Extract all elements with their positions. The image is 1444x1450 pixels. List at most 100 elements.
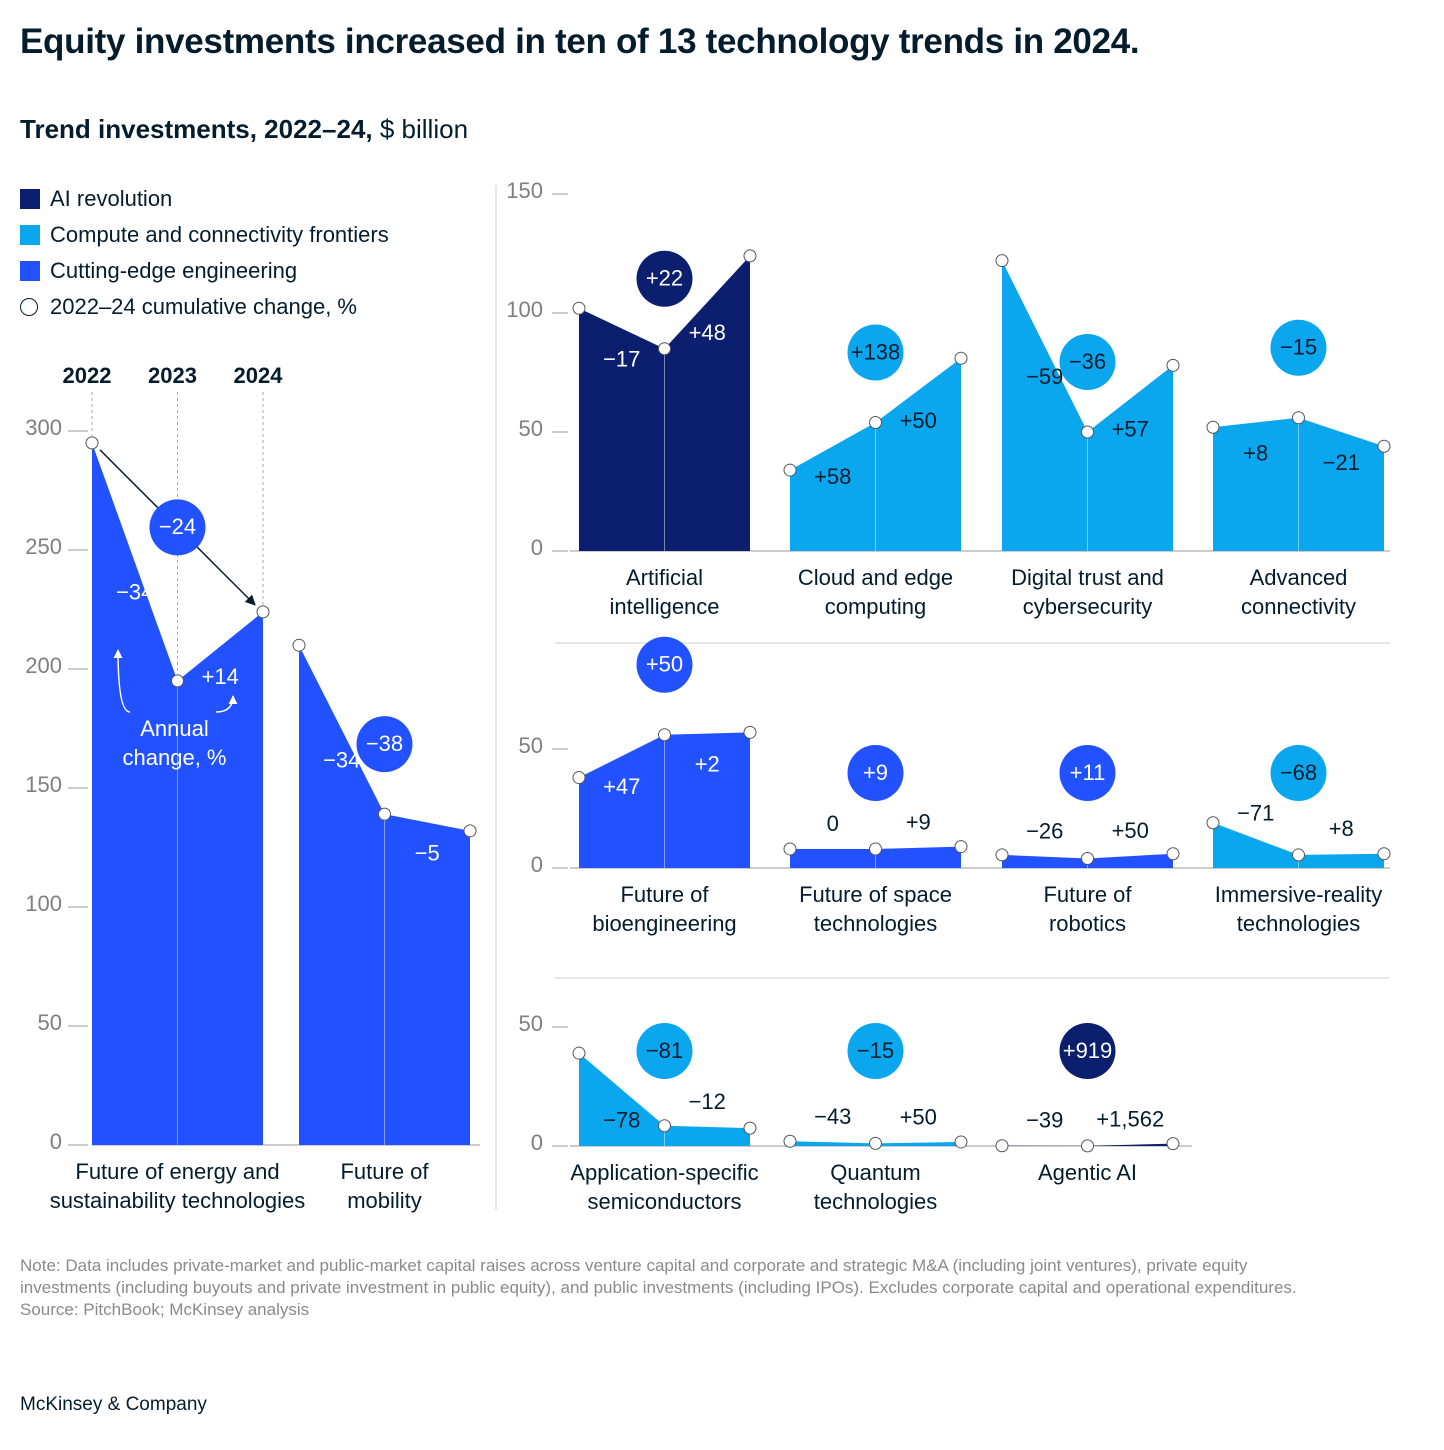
source: Source: PitchBook; McKinsey analysis bbox=[20, 1300, 310, 1319]
annual-change-label: +8 bbox=[1329, 816, 1354, 841]
cumulative-change-label: +11 bbox=[1070, 760, 1106, 785]
cumulative-change-label: +919 bbox=[1063, 1038, 1113, 1063]
annual-change-label: +9 bbox=[906, 810, 931, 835]
area bbox=[790, 846, 961, 868]
note: Note: Data includes private-market and p… bbox=[20, 1256, 1297, 1297]
annual-change-label: +47 bbox=[603, 774, 640, 799]
legend-item: Cutting-edge engineering bbox=[20, 253, 389, 289]
data-point bbox=[1377, 847, 1391, 861]
area bbox=[1002, 260, 1173, 551]
area bbox=[579, 1053, 750, 1146]
data-point bbox=[783, 463, 797, 477]
data-point bbox=[869, 842, 882, 856]
title: Equity investments increased in ten of 1… bbox=[20, 22, 1140, 61]
annual-change-label: −78 bbox=[603, 1107, 640, 1132]
y-tick-label: 0 bbox=[50, 1129, 62, 1154]
legend-label: AI revolution bbox=[50, 186, 173, 211]
area bbox=[790, 358, 961, 551]
data-point bbox=[954, 351, 968, 365]
cumulative-badge bbox=[636, 636, 693, 693]
annual-change-label: +57 bbox=[1112, 416, 1149, 441]
category-label: Artificial intelligence bbox=[609, 565, 719, 619]
category-label: Application-specific semiconductors bbox=[570, 1160, 758, 1214]
legend-item: AI revolution bbox=[20, 181, 389, 217]
annual-change-label: −26 bbox=[1026, 819, 1063, 844]
cumulative-change-label: −15 bbox=[1280, 335, 1317, 360]
data-point bbox=[658, 342, 671, 356]
area bbox=[1002, 1143, 1173, 1146]
category-label: Immersive-reality technologies bbox=[1215, 882, 1382, 936]
annual-change-label: +2 bbox=[695, 751, 720, 776]
annual-change-label: 0 bbox=[827, 811, 839, 836]
area bbox=[92, 442, 263, 1145]
category-label: Advanced connectivity bbox=[1241, 565, 1356, 619]
y-tick-label: 150 bbox=[506, 178, 543, 203]
cumulative-change-label: +138 bbox=[851, 339, 901, 364]
data-point bbox=[378, 807, 391, 821]
data-point bbox=[572, 771, 586, 785]
x-label: 2022 bbox=[63, 363, 112, 388]
y-tick-label: 0 bbox=[531, 535, 543, 560]
data-point bbox=[1166, 1137, 1180, 1151]
cumulative-change-label: −36 bbox=[1069, 349, 1106, 374]
cumulative-change-label: +22 bbox=[646, 266, 683, 291]
legend-swatch bbox=[20, 189, 40, 209]
cumulative-badge bbox=[1059, 334, 1116, 390]
x-label: 2024 bbox=[234, 363, 284, 388]
data-point bbox=[1292, 411, 1305, 425]
cumulative-badge bbox=[847, 745, 904, 801]
y-tick-label: 100 bbox=[25, 891, 62, 916]
data-point bbox=[1081, 851, 1094, 865]
notes: Note: Data includes private-market and p… bbox=[20, 1255, 1320, 1321]
data-point bbox=[292, 638, 306, 652]
y-tick-label: 50 bbox=[519, 416, 543, 441]
legend-item: 2022–24 cumulative change, % bbox=[20, 289, 389, 325]
annual-change-label: −34 bbox=[323, 748, 360, 773]
category-label: Agentic AI bbox=[1038, 1160, 1137, 1185]
data-point bbox=[869, 1136, 882, 1150]
y-tick-label: 200 bbox=[25, 653, 62, 678]
annual-change-label: +50 bbox=[900, 1104, 937, 1129]
data-point bbox=[743, 249, 757, 263]
y-tick-label: 0 bbox=[531, 1130, 543, 1155]
data-point bbox=[954, 1135, 968, 1149]
category-label: Future of energy and sustainability techn… bbox=[50, 1159, 306, 1213]
cumulative-badge bbox=[1059, 745, 1116, 801]
data-point bbox=[954, 840, 968, 854]
data-point bbox=[1166, 358, 1180, 372]
cumulative-change-label: −81 bbox=[646, 1038, 683, 1063]
annual-change-label: −17 bbox=[603, 346, 640, 371]
annual-change-label: +1,562 bbox=[1096, 1107, 1164, 1132]
legend-swatch bbox=[20, 261, 40, 281]
cumulative-change-label: −38 bbox=[366, 731, 403, 756]
data-point bbox=[1081, 1139, 1094, 1153]
category-label: Future of space technologies bbox=[799, 882, 952, 936]
category-label: Future of mobility bbox=[340, 1159, 429, 1213]
data-point bbox=[658, 1119, 671, 1133]
data-point bbox=[995, 848, 1009, 862]
category-label: Future of robotics bbox=[1043, 882, 1132, 936]
legend-label: 2022–24 cumulative change, % bbox=[50, 294, 357, 319]
x-label: 2023 bbox=[148, 363, 197, 388]
data-point bbox=[743, 1121, 757, 1135]
data-point bbox=[743, 725, 757, 739]
y-tick-label: 0 bbox=[531, 852, 543, 877]
annual-change-label: +58 bbox=[814, 464, 851, 489]
cumulative-badge bbox=[847, 324, 904, 381]
cumulative-badge bbox=[636, 250, 693, 307]
legend-item: Compute and connectivity frontiers bbox=[20, 217, 389, 253]
area bbox=[1213, 417, 1384, 551]
data-point bbox=[572, 301, 586, 315]
annual-change-label: −34 bbox=[116, 580, 153, 605]
annual-change-label: +8 bbox=[1243, 440, 1268, 465]
annual-change-label: +48 bbox=[689, 320, 726, 345]
data-point bbox=[995, 254, 1009, 268]
data-point bbox=[85, 436, 99, 450]
y-tick-label: 50 bbox=[519, 1011, 543, 1036]
annual-change-label: +14 bbox=[202, 664, 239, 689]
area bbox=[579, 732, 750, 868]
annotation-arrow bbox=[113, 649, 131, 713]
area bbox=[1213, 822, 1384, 868]
